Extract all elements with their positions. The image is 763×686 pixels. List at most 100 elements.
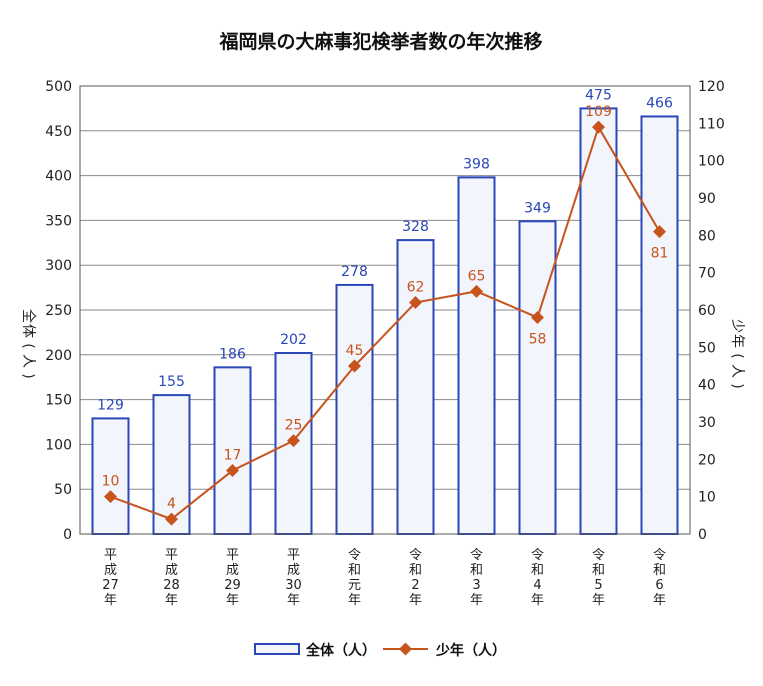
category-label: 和: [531, 563, 544, 578]
category-label: 令: [470, 548, 483, 563]
left-axis-label: ): [20, 373, 36, 378]
legend-line-marker: [399, 642, 412, 656]
right-tick-label: 60: [698, 303, 716, 319]
bar-data-label: 278: [341, 264, 368, 280]
legend-bar-label: 全体（人）: [305, 642, 376, 659]
line-data-label: 109: [585, 104, 612, 120]
right-tick-label: 50: [698, 340, 716, 356]
line-point: [226, 464, 239, 478]
category-label: 4: [533, 578, 541, 593]
bar-data-label: 129: [97, 397, 124, 413]
right-tick-label: 30: [698, 415, 716, 431]
line-data-label: 17: [224, 448, 242, 464]
left-tick-label: 0: [63, 527, 72, 543]
category-label: 年: [287, 593, 300, 608]
line-point: [165, 512, 178, 526]
bar: [457, 176, 496, 535]
category-label: 令: [592, 548, 605, 563]
bar-data-label: 328: [402, 219, 429, 235]
category-label: 27: [102, 578, 119, 593]
legend-line-label: 少年（人）: [435, 642, 506, 659]
right-axis-label: 人: [729, 364, 745, 378]
left-tick-label: 250: [45, 303, 72, 319]
line-point: [348, 359, 361, 373]
line-data-label: 4: [167, 496, 176, 512]
line-data-label: 65: [468, 268, 486, 284]
bar-data-label: 475: [585, 87, 612, 103]
line-point: [409, 296, 422, 310]
left-tick-label: 200: [45, 348, 72, 364]
left-tick-label: 300: [45, 258, 72, 274]
bar-data-label: 398: [463, 156, 490, 172]
category-label: 成: [165, 563, 178, 578]
category-label: 2: [411, 578, 419, 593]
line-series-path: [110, 124, 661, 521]
category-label: 年: [409, 593, 422, 608]
bar: [640, 115, 679, 536]
line-point: [531, 310, 544, 324]
category-label: 平: [287, 548, 300, 563]
legend-bar-swatch: [254, 643, 300, 655]
line-data-label: 10: [102, 474, 120, 490]
left-tick-label: 50: [54, 482, 72, 498]
category-label: 元: [348, 578, 361, 593]
left-axis-label: 体: [20, 324, 36, 338]
category-label: 5: [594, 578, 602, 593]
bar: [518, 220, 557, 536]
category-label: 年: [348, 593, 361, 608]
category-label: 和: [470, 563, 483, 578]
category-label: 28: [163, 578, 180, 593]
category-label: 成: [104, 563, 117, 578]
right-axis-label: ): [729, 383, 745, 388]
category-label: 令: [348, 548, 361, 563]
bar-data-label: 349: [524, 200, 551, 216]
bar-data-label: 155: [158, 374, 185, 390]
line-point: [287, 434, 300, 448]
category-label: 年: [104, 593, 117, 608]
line-point: [592, 120, 605, 134]
line-data-label: 25: [285, 418, 303, 434]
category-label: 成: [287, 563, 300, 578]
bar: [335, 283, 374, 535]
chart-title: 福岡県の大麻事犯検挙者数の年次推移: [218, 30, 542, 53]
right-tick-label: 110: [698, 116, 725, 132]
left-axis-label: (: [20, 343, 36, 348]
right-tick-label: 40: [698, 378, 716, 394]
bar: [579, 107, 618, 536]
category-label: 令: [409, 548, 422, 563]
category-label: 和: [653, 563, 666, 578]
left-tick-label: 350: [45, 213, 72, 229]
right-tick-label: 90: [698, 191, 716, 207]
right-tick-label: 120: [698, 79, 725, 95]
line-data-label: 45: [346, 343, 364, 359]
bar-data-label: 186: [219, 346, 246, 362]
left-tick-label: 100: [45, 437, 72, 453]
category-label: 年: [531, 593, 544, 608]
right-tick-label: 100: [698, 154, 725, 170]
right-tick-label: 20: [698, 452, 716, 468]
right-tick-label: 0: [698, 527, 707, 543]
bar-data-label: 202: [280, 332, 307, 348]
axes: 0501001502002503003504004505000102030405…: [20, 79, 745, 608]
left-axis-label: 全: [20, 309, 37, 323]
left-tick-label: 400: [45, 169, 72, 185]
category-label: 和: [592, 563, 605, 578]
category-label: 令: [531, 548, 544, 563]
plot-frame: [79, 85, 691, 535]
category-label: 年: [470, 593, 483, 608]
right-axis-label: 少: [729, 319, 745, 333]
line-data-label: 81: [651, 246, 669, 262]
line-point: [104, 490, 117, 504]
right-axis-label: (: [729, 353, 745, 358]
category-label: 3: [472, 578, 480, 593]
line-data-label: 58: [529, 331, 547, 347]
category-label: 平: [165, 548, 178, 563]
bar: [91, 417, 130, 535]
left-axis-label: 人: [20, 354, 36, 368]
line-data-label: 62: [407, 280, 425, 296]
category-label: 和: [348, 563, 361, 578]
right-tick-label: 10: [698, 490, 716, 506]
category-label: 平: [104, 548, 117, 563]
bar-data-label: 466: [646, 95, 673, 111]
